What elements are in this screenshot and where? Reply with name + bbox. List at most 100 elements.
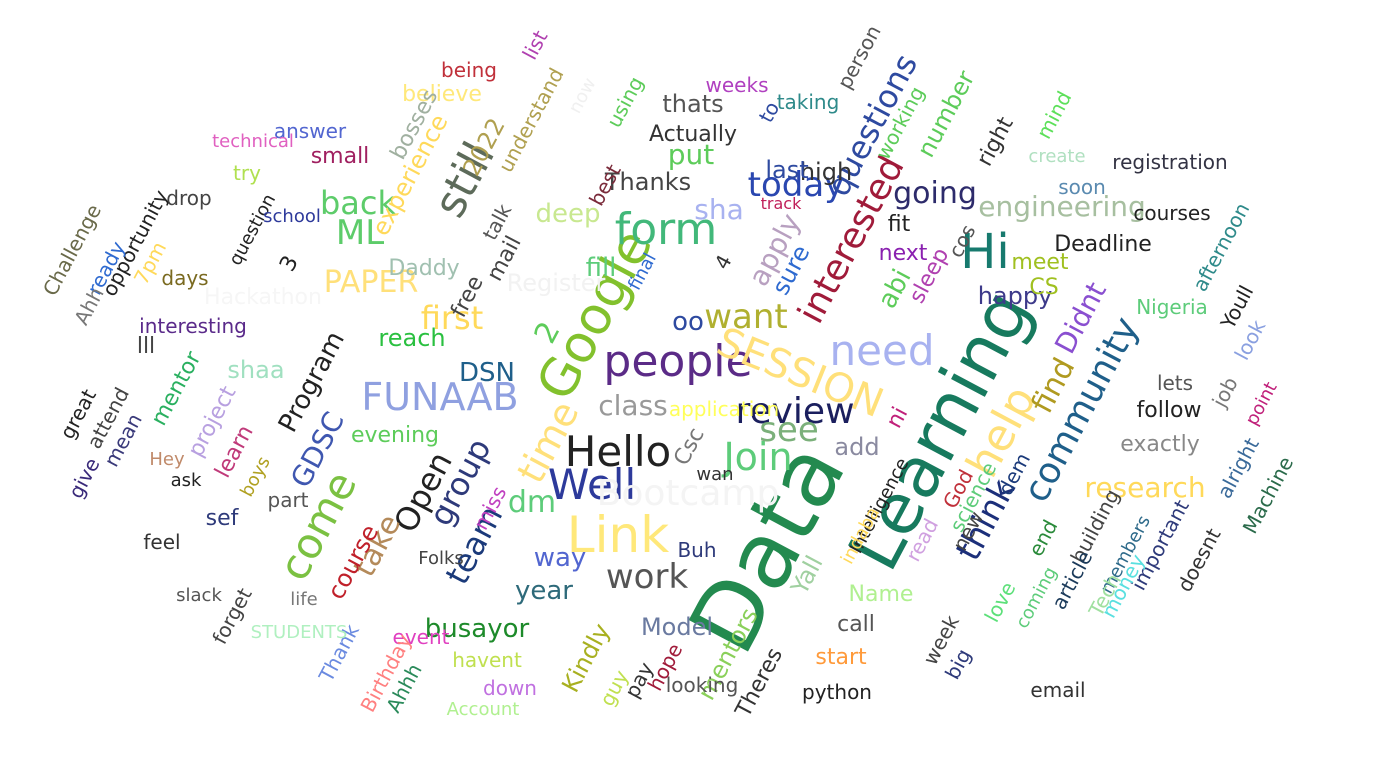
word-form: form (614, 204, 718, 255)
word-hackathon: Hackathon (204, 285, 322, 310)
word-deadline: Deadline (1054, 232, 1152, 257)
word-nigeria: Nigeria (1136, 295, 1208, 319)
word-slack: slack (176, 585, 222, 606)
word-going: going (893, 176, 977, 211)
word-back: back (319, 184, 397, 222)
word-give: give (63, 453, 105, 503)
word-students: STUDENTS (250, 622, 348, 643)
word-right: right (972, 113, 1019, 171)
word-looking: looking (665, 673, 739, 697)
word-reach: reach (378, 324, 446, 352)
word-model: Model (640, 613, 714, 641)
word-believe: believe (402, 82, 482, 107)
word-see: see (759, 410, 819, 450)
word-ahh: Ahh (69, 283, 109, 329)
word-question: question (225, 190, 281, 270)
word-register: Register (506, 269, 606, 297)
word-end: end (1023, 515, 1063, 561)
word-interesting: interesting (139, 314, 247, 338)
word-3: 3 (275, 251, 304, 276)
word-review: review (735, 391, 855, 432)
word-way: way (533, 543, 587, 573)
word-shaa: shaa (227, 356, 285, 384)
word-paper: PAPER (323, 265, 419, 300)
word-track: track (760, 194, 802, 213)
word-work: work (605, 557, 689, 597)
word-buh: Buh (677, 538, 717, 562)
word-taking: taking (776, 90, 840, 114)
word-havent: havent (452, 648, 522, 672)
word-bootcamp: Bootcamp (596, 473, 780, 514)
word-event: event (392, 625, 450, 649)
word-create: create (1028, 146, 1086, 167)
word-csc: Csc (669, 423, 710, 470)
word-hi: Hi (960, 224, 1010, 280)
word-small: small (310, 144, 370, 169)
word-dm: dm (507, 485, 557, 520)
word-lets: lets (1156, 371, 1194, 395)
word-account: Account (446, 699, 520, 720)
word-high: high (799, 158, 853, 186)
word-year: year (514, 576, 574, 606)
word-start: start (815, 645, 867, 670)
word-job: job (1207, 372, 1243, 412)
word-python: python (802, 680, 872, 704)
word-days: days (161, 266, 209, 290)
word-busayor: busayor (424, 614, 530, 644)
word-point: point (1241, 378, 1282, 429)
word-today: today (747, 165, 845, 205)
word-join: Join (723, 435, 793, 479)
word-well: Well (547, 460, 637, 509)
word-research: research (1084, 471, 1206, 504)
word-technical: technical (212, 131, 294, 152)
word-cs: CS (1029, 275, 1059, 300)
word-engineering: engineering (978, 190, 1146, 223)
word-thats: thats (662, 90, 724, 118)
word-lll: lll (136, 334, 156, 359)
word-hello: Hello (564, 427, 672, 476)
word-mentor: mentor (146, 347, 207, 430)
word-meet: meet (1011, 250, 1069, 275)
word-name: Name (848, 582, 914, 607)
word-people: people (603, 336, 753, 387)
word-evening: evening (350, 423, 440, 448)
word-actually: Actually (648, 122, 738, 147)
word-class: class (598, 389, 668, 422)
word-life: life (290, 589, 318, 610)
word-using: using (601, 72, 649, 132)
word-dsn: DSN (459, 358, 515, 388)
word-best: best (584, 160, 626, 210)
word-school: school (263, 206, 321, 227)
word-understand: understand (493, 63, 569, 177)
word-now: now (564, 74, 601, 118)
word-fit: fit (887, 212, 911, 237)
word-thanks: Thanks (604, 168, 692, 196)
word-wan: wan (696, 464, 734, 485)
word-follow: follow (1136, 398, 1202, 423)
word-fill: fill (585, 253, 617, 283)
word-application: application (668, 397, 780, 421)
word-4: 4 (709, 250, 737, 274)
word-part: part (267, 488, 309, 512)
word-sef: sef (205, 506, 239, 531)
word-ml: ML (335, 213, 385, 253)
word-oo: oo (672, 307, 704, 337)
word-sha: sha (694, 193, 744, 226)
word-soon: soon (1058, 175, 1106, 199)
word-funaab: FUNAAB (361, 375, 519, 419)
word-next: next (878, 241, 928, 266)
word-courses: courses (1133, 201, 1211, 225)
word-number: number (911, 66, 981, 162)
word-weeks: weeks (705, 73, 769, 97)
word-ask: ask (170, 470, 202, 491)
word-happy: happy (977, 282, 1053, 310)
word-mind: mind (1031, 87, 1077, 143)
word-add: add (834, 433, 880, 461)
word-first: first (420, 299, 484, 337)
word-want: want (704, 297, 788, 337)
word-guy: guy (594, 665, 634, 711)
word-list: list (517, 26, 553, 64)
word-alright: alright (1212, 433, 1264, 503)
word-last: last (765, 156, 809, 184)
